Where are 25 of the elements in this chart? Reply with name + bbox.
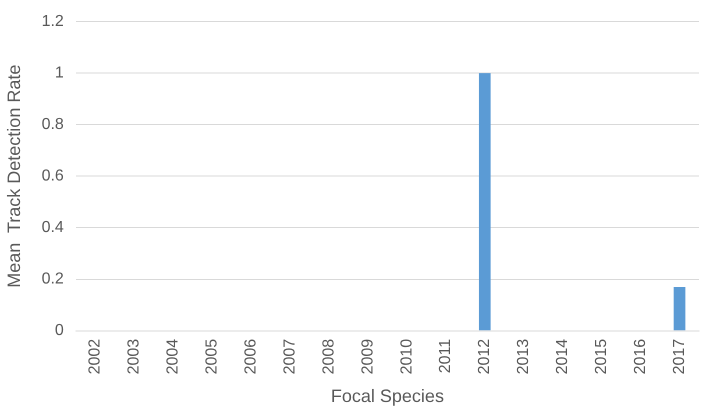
- x-tick-label: 2011: [437, 338, 454, 374]
- x-tick-label: 2003: [126, 338, 143, 374]
- x-tick-label: 2016: [632, 338, 649, 374]
- x-tick-label: 2017: [670, 338, 688, 374]
- x-tick-label: 2014: [554, 338, 572, 374]
- x-tick-label: 2005: [204, 338, 221, 374]
- x-tick-label: 2002: [86, 338, 104, 374]
- y-tick-label: 0.8: [42, 116, 64, 134]
- y-axis-title: Mean Track Detection Rate: [4, 64, 24, 288]
- x-tick-label: 2006: [242, 338, 260, 374]
- y-tick-label: 1: [54, 64, 64, 82]
- x-tick-label: 2012: [476, 338, 494, 374]
- x-axis-title: Focal Species: [330, 386, 444, 406]
- x-tick-label: 2009: [359, 338, 376, 374]
- y-tick-label: 1.2: [42, 13, 64, 30]
- x-tick-label: 2015: [593, 338, 610, 374]
- x-tick-label: 2010: [398, 338, 416, 374]
- x-tick-label: 2013: [515, 338, 532, 374]
- x-tick-label: 2004: [164, 338, 182, 374]
- x-tick-label: 2008: [320, 338, 338, 374]
- y-tick-label: 0.4: [42, 219, 64, 236]
- y-tick-label: 0.2: [42, 270, 64, 288]
- x-tick-label: 2007: [281, 338, 298, 374]
- y-tick-label: 0.6: [42, 168, 64, 185]
- y-tick-label: 0: [54, 322, 64, 340]
